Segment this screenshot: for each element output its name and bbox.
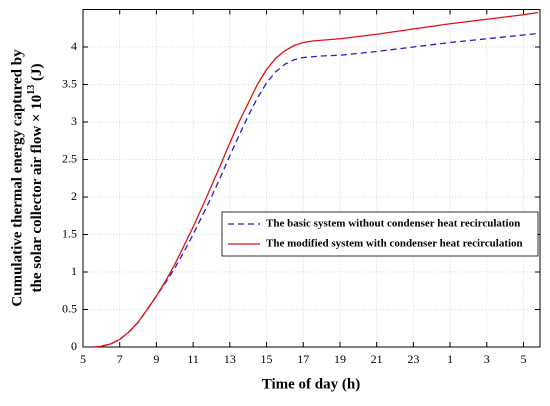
y-axis-title-line2: the solar collector air flow × 1013 (J) (26, 64, 45, 293)
y-axis-title: Cumulative thermal energy captured by th… (9, 49, 45, 307)
y-axis-title-sup: 13 (26, 85, 37, 95)
legend-box (221, 211, 539, 257)
series-line (92, 32, 539, 348)
y-tick-label: 0 (71, 339, 77, 353)
series-line (92, 11, 539, 348)
x-tick-label: 17 (297, 352, 309, 366)
x-tick-label: 15 (261, 352, 273, 366)
y-tick-label: 3.5 (62, 76, 77, 90)
legend-label: The basic system without condenser heat … (266, 218, 520, 230)
y-tick-label: 3 (71, 114, 77, 128)
y-tick-label: 2 (71, 189, 77, 203)
x-tick-label: 9 (153, 352, 159, 366)
x-axis-title: Time of day (h) (262, 376, 360, 392)
y-tick-label: 4 (71, 39, 77, 53)
x-tick-label: 3 (484, 352, 490, 366)
y-axis-title-part: (J) (29, 64, 45, 85)
y-axis-title-part: the solar collector air flow × 10 (29, 95, 45, 293)
x-tick-label: 5 (520, 352, 526, 366)
plot-frame (82, 9, 541, 348)
y-tick-label: 1.5 (62, 226, 77, 240)
y-tick-label: 1 (71, 264, 77, 278)
y-tick-label: 0.5 (62, 301, 77, 315)
x-tick-label: 1 (447, 352, 453, 366)
x-tick-label: 7 (117, 352, 123, 366)
x-tick-label: 5 (80, 352, 86, 366)
x-tick-label: 19 (334, 352, 346, 366)
x-tick-label: 13 (224, 352, 236, 366)
y-axis-title-line1: Cumulative thermal energy captured by (9, 49, 25, 307)
x-tick-label: 21 (371, 352, 383, 366)
x-tick-label: 11 (187, 352, 199, 366)
legend-label: The modified system with condenser heat … (266, 238, 523, 250)
x-tick-label: 23 (407, 352, 419, 366)
y-tick-label: 2.5 (62, 151, 77, 165)
